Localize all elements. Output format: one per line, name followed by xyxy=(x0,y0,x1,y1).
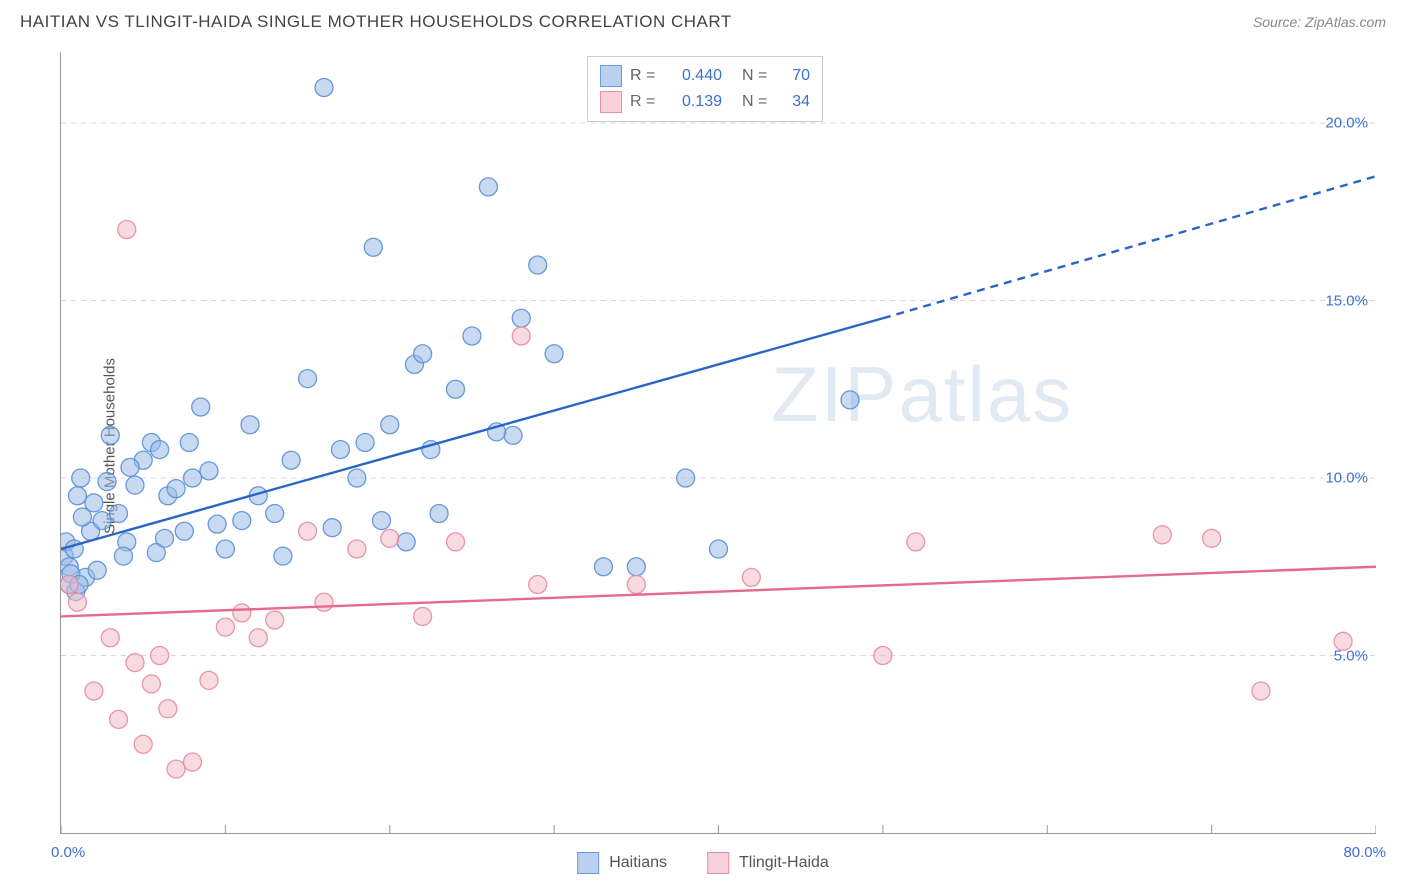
legend-item: Tlingit-Haida xyxy=(707,852,829,874)
legend-item: Haitians xyxy=(577,852,667,874)
x-axis-max-label: 80.0% xyxy=(1343,844,1386,861)
r-label: R = xyxy=(630,63,658,89)
legend-swatch xyxy=(707,852,729,874)
scatter-plot xyxy=(61,52,1376,833)
chart-title: HAITIAN VS TLINGIT-HAIDA SINGLE MOTHER H… xyxy=(20,12,732,32)
n-value: 34 xyxy=(778,89,810,115)
r-value: 0.139 xyxy=(666,89,722,115)
legend-stats-box: R = 0.440 N = 70 R = 0.139 N = 34 xyxy=(587,56,823,122)
n-label: N = xyxy=(742,63,770,89)
x-axis-min-label: 0.0% xyxy=(51,844,85,861)
r-value: 0.440 xyxy=(666,63,722,89)
n-label: N = xyxy=(742,89,770,115)
legend-stats-row: R = 0.440 N = 70 xyxy=(600,63,810,89)
y-tick-label: 10.0% xyxy=(1325,470,1368,487)
legend-swatch xyxy=(600,65,622,87)
y-tick-label: 15.0% xyxy=(1325,292,1368,309)
legend-label: Haitians xyxy=(609,854,667,872)
legend-swatch xyxy=(600,91,622,113)
source-label: Source: ZipAtlas.com xyxy=(1253,14,1386,30)
y-tick-label: 5.0% xyxy=(1334,647,1368,664)
legend-label: Tlingit-Haida xyxy=(739,854,829,872)
legend-swatch xyxy=(577,852,599,874)
chart-area: ZIPatlas R =0.440N =70R =0.139N =34 0.0%… xyxy=(60,52,1376,834)
y-tick-label: 20.0% xyxy=(1325,115,1368,132)
r-label: R = xyxy=(630,89,658,115)
bottom-legend: Haitians Tlingit-Haida xyxy=(577,852,829,874)
title-bar: HAITIAN VS TLINGIT-HAIDA SINGLE MOTHER H… xyxy=(20,12,1386,32)
legend-stats-row: R = 0.139 N = 34 xyxy=(600,89,810,115)
n-value: 70 xyxy=(778,63,810,89)
